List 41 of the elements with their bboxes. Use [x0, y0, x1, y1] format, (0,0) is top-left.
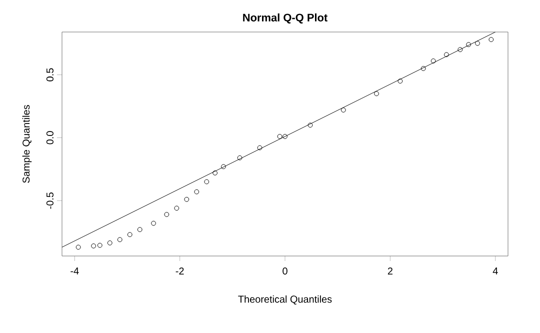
point: [488, 37, 494, 42]
point: [237, 155, 242, 160]
y-axis-title: Sample Quantiles: [22, 105, 32, 183]
x-tick-label: -2: [176, 268, 184, 274]
point: [282, 134, 288, 139]
point: [308, 122, 313, 128]
point: [127, 232, 132, 238]
point: [107, 240, 112, 246]
y-tick-label: 0.5: [46, 68, 54, 82]
point: [340, 108, 346, 112]
point: [221, 164, 226, 170]
x-tick-label: 2: [388, 268, 392, 274]
chart-title: Normal Q-Q Plot: [243, 13, 328, 24]
point: [184, 196, 190, 202]
point: [257, 145, 262, 150]
point: [466, 42, 472, 48]
point: [164, 212, 170, 217]
x-axis-title: Theoretical Quantiles: [238, 295, 332, 305]
point: [76, 244, 81, 250]
point: [91, 243, 96, 248]
x-tick-label: 4: [492, 268, 498, 274]
x-tick-label: -4: [70, 268, 79, 274]
point: [374, 91, 379, 96]
point: [475, 40, 480, 46]
point: [194, 189, 200, 194]
point: [151, 220, 156, 226]
point: [398, 78, 403, 84]
point: [458, 47, 463, 52]
point: [137, 227, 142, 232]
point: [212, 170, 218, 176]
point: [174, 206, 180, 211]
point: [277, 134, 282, 139]
x-tick-label: 0: [282, 268, 288, 275]
point: [97, 242, 102, 248]
y-tick-label: 0.0: [46, 131, 54, 144]
point: [204, 179, 210, 184]
y-tick-label: -0.5: [46, 192, 54, 209]
point: [430, 58, 436, 64]
point: [444, 52, 449, 58]
point: [420, 66, 426, 71]
point: [117, 237, 122, 242]
